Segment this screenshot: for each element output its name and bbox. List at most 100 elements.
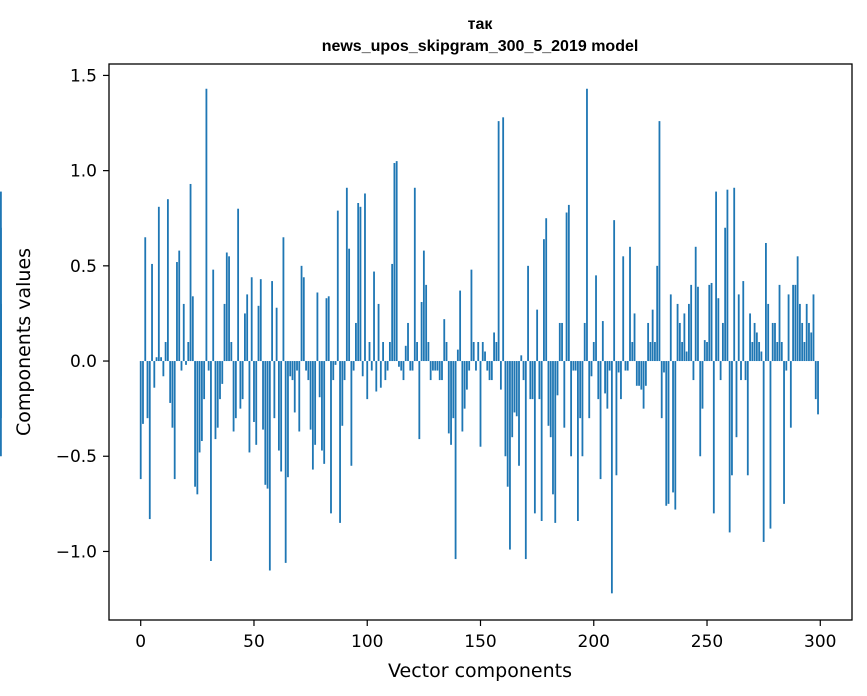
bar	[151, 263, 153, 362]
bar	[558, 322, 561, 362]
bar	[429, 361, 432, 381]
bar	[488, 361, 491, 381]
bar	[561, 322, 563, 362]
bar	[493, 332, 495, 362]
bar	[731, 361, 733, 476]
bar	[674, 361, 677, 510]
bar	[767, 303, 770, 362]
bar	[196, 361, 199, 495]
bar	[264, 361, 267, 485]
bar	[142, 361, 144, 424]
bar	[339, 361, 341, 523]
bar	[461, 361, 464, 432]
bar	[588, 361, 591, 419]
bar	[287, 361, 289, 478]
bar	[447, 361, 450, 434]
bar	[755, 332, 758, 362]
bar	[635, 361, 638, 386]
bar	[758, 342, 761, 362]
bar	[545, 218, 548, 362]
bar	[701, 361, 704, 409]
bar	[0, 191, 2, 362]
bar	[148, 361, 151, 520]
bar	[454, 361, 457, 560]
bar	[688, 303, 690, 362]
bar	[280, 361, 283, 472]
bar	[162, 361, 165, 377]
bar	[672, 361, 674, 493]
bar	[275, 307, 278, 362]
bar	[210, 361, 212, 561]
bar	[579, 361, 582, 419]
bar	[479, 361, 482, 447]
bar	[511, 361, 514, 438]
bar	[796, 256, 799, 362]
bar	[470, 269, 473, 362]
bar	[622, 256, 625, 362]
bar	[144, 237, 147, 362]
bar	[366, 361, 369, 400]
bar	[513, 361, 516, 413]
bar	[214, 361, 217, 440]
bar	[296, 361, 298, 371]
bar	[321, 361, 323, 451]
bar	[771, 322, 774, 362]
bar	[216, 361, 219, 428]
bar	[803, 342, 806, 362]
bar	[432, 361, 434, 371]
y-tick-label: −1.0	[56, 542, 97, 562]
bar	[765, 242, 767, 362]
bar	[583, 322, 586, 362]
y-tick-label: 0.5	[70, 257, 97, 277]
bar	[495, 342, 498, 362]
bar	[808, 322, 810, 362]
bar	[237, 208, 240, 362]
bar	[384, 361, 387, 381]
x-tick-label: 250	[691, 632, 723, 652]
bar	[277, 361, 280, 451]
bar	[778, 284, 781, 362]
bar	[359, 206, 362, 362]
y-tick-label: 0.0	[70, 352, 97, 372]
bar	[468, 361, 471, 371]
bar	[325, 298, 328, 362]
bar	[617, 361, 620, 373]
bar	[368, 342, 371, 362]
y-axis-label: Components values	[13, 248, 35, 436]
bar	[323, 361, 326, 464]
x-tick-label: 300	[804, 632, 836, 652]
bar	[173, 361, 176, 480]
bar	[567, 204, 570, 362]
bar	[422, 250, 425, 362]
x-tick-label: 100	[351, 632, 383, 652]
bar	[268, 361, 271, 571]
bar	[812, 294, 815, 362]
bar	[563, 361, 566, 428]
bar	[592, 342, 595, 362]
bar	[746, 361, 749, 476]
bar	[364, 193, 366, 362]
bar	[393, 163, 396, 362]
bar	[293, 361, 296, 413]
bar	[658, 121, 661, 362]
bar	[441, 361, 443, 381]
bar	[595, 275, 597, 362]
bar	[663, 361, 665, 373]
bar	[787, 294, 790, 362]
bar	[721, 322, 724, 362]
bar	[438, 361, 441, 381]
bar	[395, 161, 398, 362]
bar	[737, 294, 740, 362]
bar	[404, 345, 407, 362]
bar	[382, 342, 384, 362]
bar	[678, 322, 681, 362]
bar	[533, 361, 536, 514]
bar	[599, 361, 602, 480]
bar	[626, 361, 629, 371]
x-axis-ticks: 0 50 100 150 200 250 300	[135, 620, 837, 652]
bar	[706, 342, 708, 362]
bar	[330, 361, 332, 514]
bar	[556, 361, 559, 396]
bar	[660, 361, 663, 419]
bar	[155, 357, 158, 362]
